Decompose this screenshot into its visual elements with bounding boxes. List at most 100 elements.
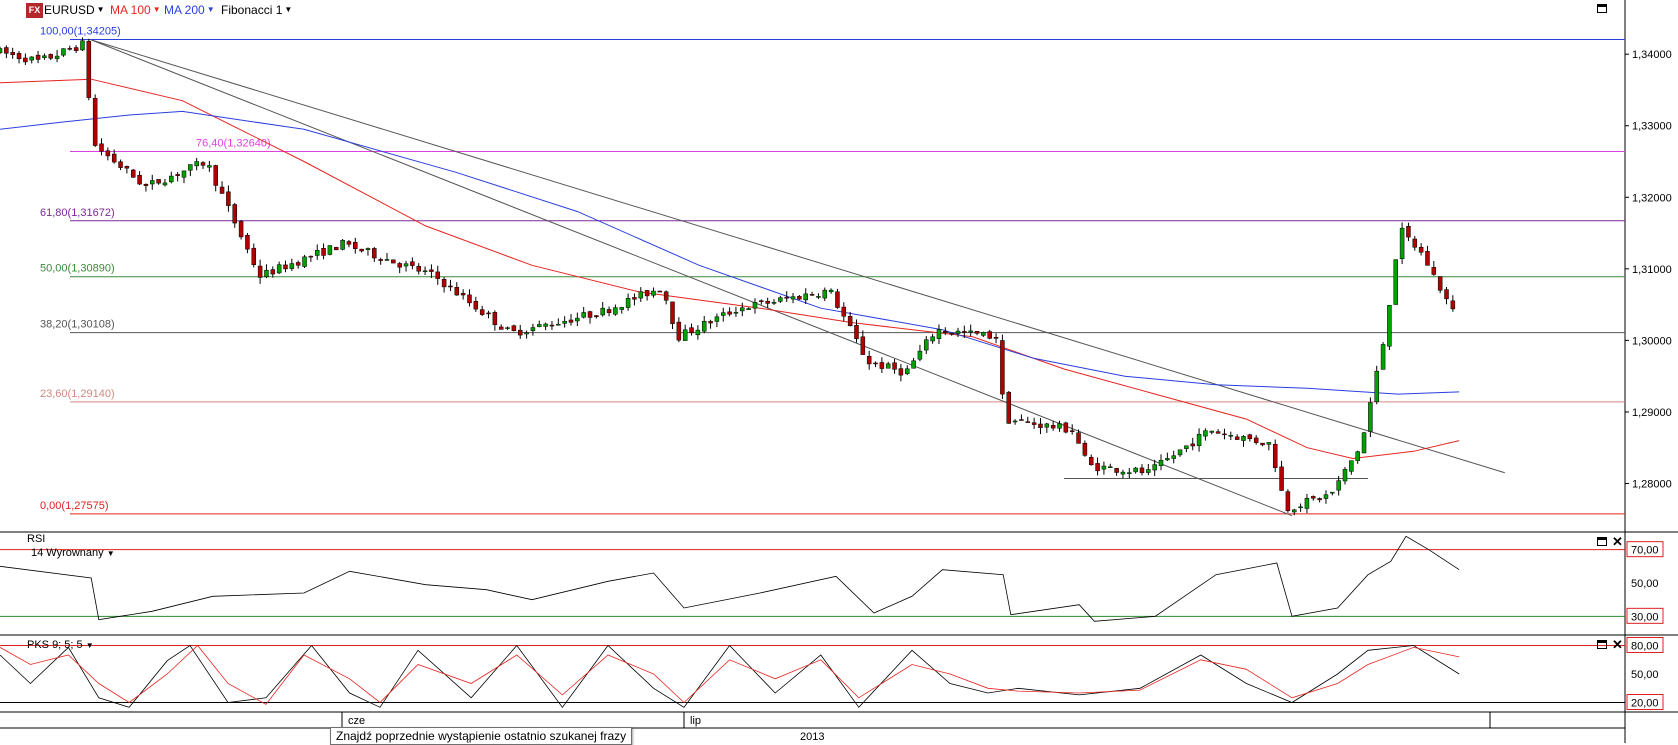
- rsi-close-icon[interactable]: ✕: [1612, 534, 1623, 549]
- candle: [860, 330, 866, 355]
- candle: [943, 327, 948, 336]
- candle: [949, 332, 954, 336]
- chevron-down-icon: ▼: [152, 5, 161, 14]
- candle-body-up: [981, 332, 986, 336]
- candle-body-up: [181, 170, 187, 178]
- candle: [1374, 365, 1379, 405]
- candle-body-down: [270, 269, 276, 275]
- maximize-icon[interactable]: [1597, 4, 1607, 13]
- candle-body-down: [35, 54, 41, 60]
- candle-body-down: [1000, 340, 1005, 395]
- candle: [1317, 497, 1322, 503]
- pks-close-icon[interactable]: ✕: [1612, 637, 1623, 652]
- candle-body-down: [943, 330, 948, 333]
- candle: [257, 259, 263, 284]
- candle-body-down: [130, 169, 136, 178]
- candle-body-up: [530, 327, 536, 331]
- candle-body-up: [1152, 464, 1157, 471]
- candle-body-up: [1196, 433, 1202, 447]
- candle: [987, 329, 992, 340]
- ma200-selector[interactable]: MA 200 ▼: [164, 2, 215, 18]
- candle: [270, 266, 276, 278]
- candle-body-down: [200, 162, 206, 166]
- candle-body-up: [1304, 498, 1310, 509]
- candle: [54, 50, 60, 63]
- candle: [917, 344, 923, 362]
- candle: [625, 293, 631, 311]
- candle-body-down: [1234, 436, 1240, 440]
- rsi-subtitle-label: 14 Wyrownany: [31, 547, 104, 559]
- candle-body-down: [1063, 422, 1069, 433]
- time-label: cze: [348, 715, 365, 727]
- candle: [150, 174, 155, 190]
- candle: [1190, 437, 1195, 451]
- candle-body-up: [803, 293, 808, 301]
- candle-body-up: [625, 297, 631, 308]
- rsi-subtitle[interactable]: 14 Wyrownany ▼: [31, 546, 115, 562]
- candle-body-up: [746, 308, 751, 310]
- candle-body-down: [1222, 433, 1227, 436]
- candle: [1222, 428, 1227, 440]
- ma100-selector[interactable]: MA 100 ▼: [110, 2, 161, 18]
- candle: [644, 289, 650, 301]
- symbol-selector[interactable]: EURUSD ▼: [44, 2, 105, 18]
- price-tick-label: 1,31000: [1632, 264, 1672, 276]
- candle-body-down: [1247, 434, 1253, 440]
- candle-body-down: [486, 312, 491, 315]
- candle: [498, 324, 504, 330]
- candle: [0, 46, 3, 55]
- candle-body-up: [816, 296, 821, 298]
- candle: [581, 306, 586, 319]
- pks-maximize-icon[interactable]: [1597, 640, 1607, 649]
- fibonacci-selector[interactable]: Fibonacci 1 ▼: [221, 2, 292, 18]
- candle-body-up: [422, 270, 428, 273]
- candle: [175, 172, 180, 182]
- candle-body-down: [987, 331, 992, 339]
- candle-body-down: [498, 326, 504, 330]
- candle: [866, 350, 872, 370]
- candle-body-down: [460, 293, 466, 296]
- candle: [295, 260, 301, 269]
- candle-body-up: [1393, 259, 1399, 305]
- candle-body-down: [156, 179, 161, 184]
- chevron-down-icon: ▼: [284, 5, 293, 14]
- candle-body-down: [397, 263, 402, 268]
- candle: [701, 316, 707, 334]
- candle: [1349, 460, 1354, 475]
- candle-body-down: [124, 166, 130, 169]
- candle-body-up: [403, 263, 409, 267]
- candle-body-down: [473, 301, 479, 310]
- time-label: lip: [690, 715, 701, 727]
- candle: [1361, 432, 1367, 454]
- candle: [334, 246, 339, 251]
- rsi-maximize-icon[interactable]: [1597, 537, 1607, 546]
- pks-title[interactable]: PKS 9; 5; 5 ▼: [27, 638, 94, 654]
- candle: [346, 239, 352, 248]
- candle: [517, 324, 523, 339]
- candle-body-down: [73, 47, 79, 51]
- candle: [264, 264, 269, 279]
- candle-body-down: [1025, 421, 1031, 423]
- candle: [568, 314, 574, 326]
- candle: [505, 326, 510, 330]
- candle: [1393, 259, 1399, 305]
- candle-body-up: [162, 182, 168, 186]
- candle-body-down: [632, 297, 637, 300]
- candle: [1095, 457, 1100, 476]
- candle-body-down: [727, 311, 732, 315]
- candle-body-up: [904, 368, 910, 374]
- candle: [181, 170, 187, 184]
- candle-body-down: [797, 296, 802, 300]
- candle: [632, 293, 637, 306]
- candle-body-down: [1019, 419, 1024, 421]
- candle-body-down: [949, 332, 954, 335]
- candle: [981, 331, 986, 337]
- candle: [1012, 419, 1018, 425]
- candle: [1450, 295, 1456, 312]
- candle-body-down: [492, 312, 498, 326]
- candle: [790, 292, 796, 304]
- candle: [289, 258, 295, 271]
- candle: [1177, 449, 1183, 457]
- candle-body-down: [1285, 491, 1291, 511]
